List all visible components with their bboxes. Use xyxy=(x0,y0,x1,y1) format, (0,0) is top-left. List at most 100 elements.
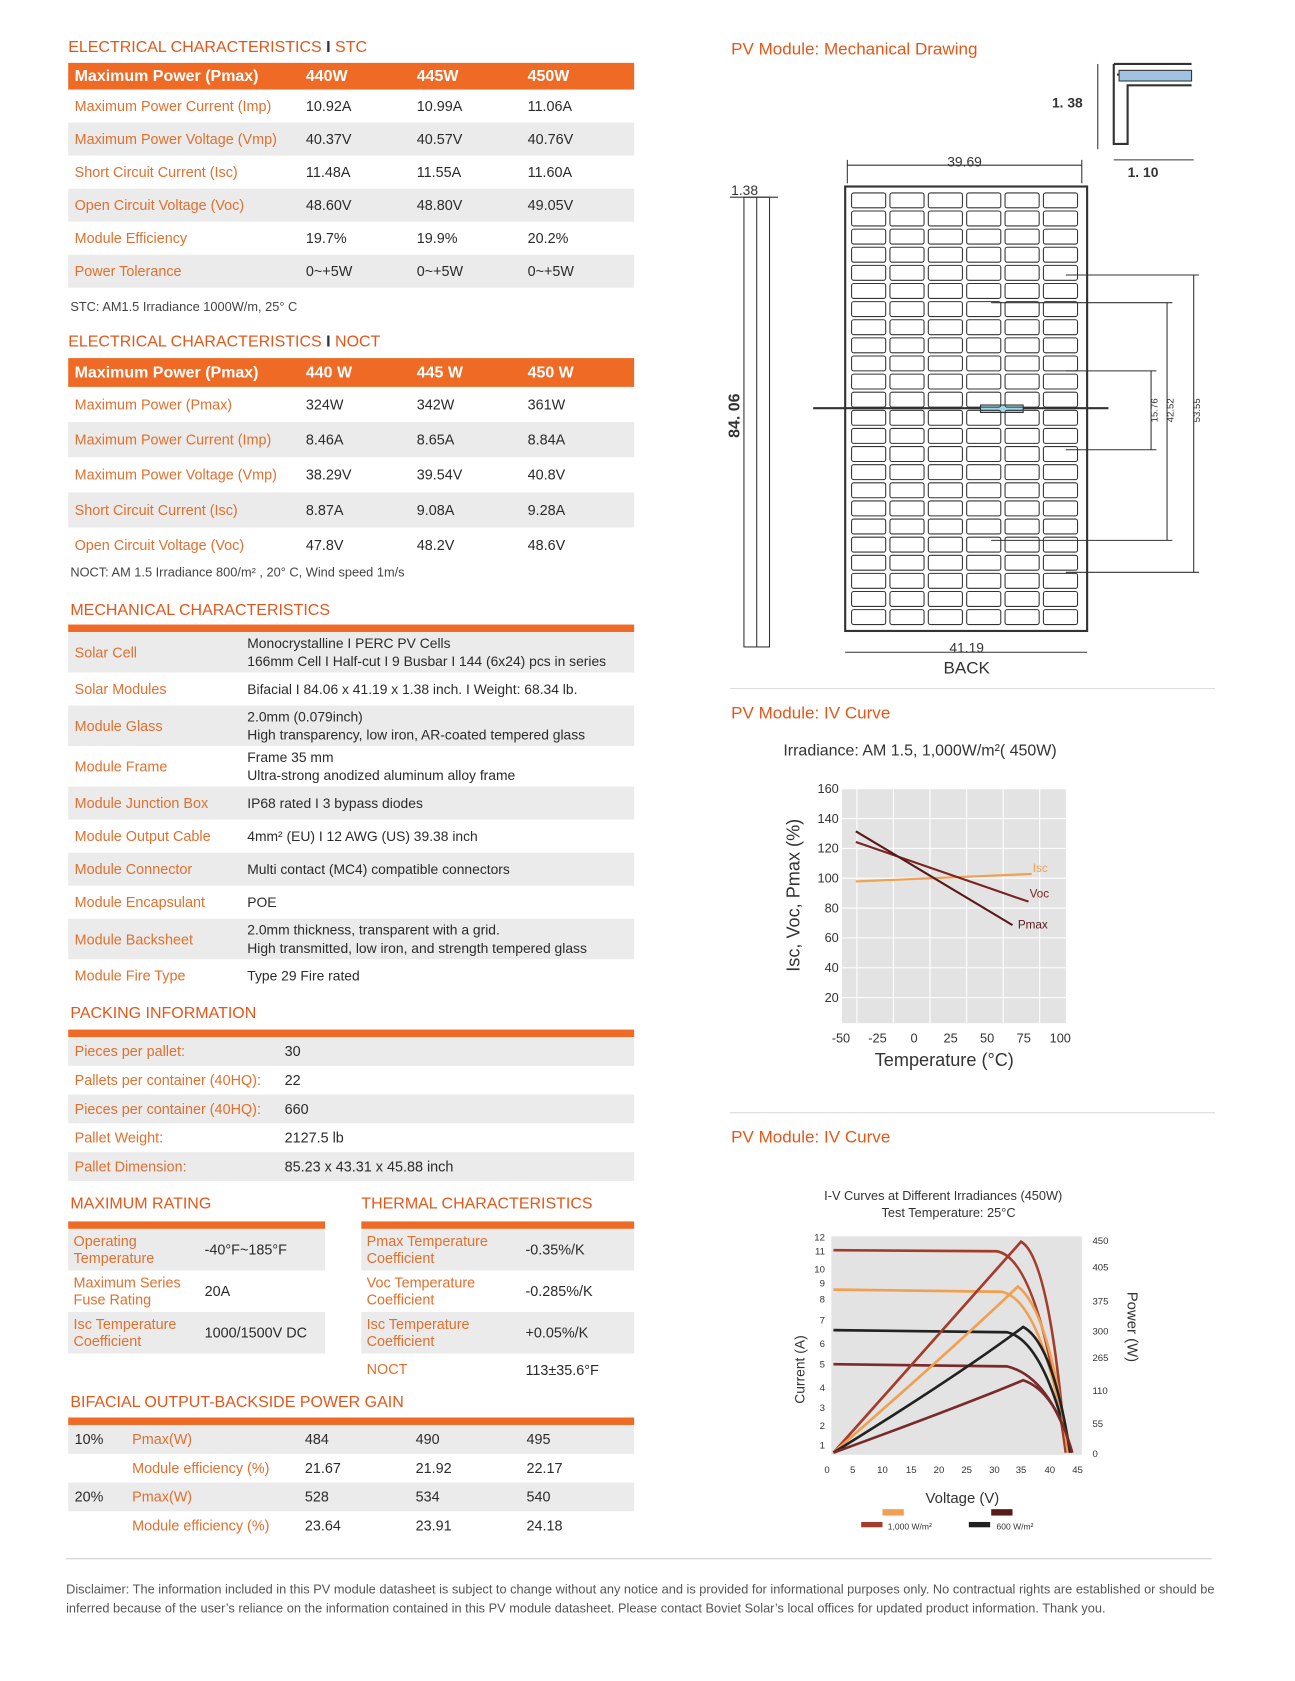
view-label: BACK xyxy=(943,659,990,678)
cell-line: Fuse Rating xyxy=(73,1291,152,1308)
cell xyxy=(1042,427,1079,444)
stc-table: Maximum Power (Pmax) 440W 445W 450W Maximum … xyxy=(68,62,635,288)
cell xyxy=(851,609,887,626)
dimension-label: 1. 38 xyxy=(1052,95,1083,111)
cell: Module Connector xyxy=(74,861,193,878)
cell xyxy=(889,282,925,299)
cell xyxy=(1042,609,1079,626)
cell: 19.7% xyxy=(305,230,347,247)
cell: 23.91 xyxy=(415,1517,452,1534)
cell xyxy=(927,446,963,463)
cell-line: High transparency, low iron, AR-coated t… xyxy=(247,726,586,743)
accent-bar xyxy=(68,1029,635,1038)
cell: Module efficiency (%) xyxy=(132,1517,270,1534)
cell: 47.8V xyxy=(305,537,344,554)
cell xyxy=(889,536,925,553)
cell-line: Type 29 Fire rated xyxy=(247,967,360,984)
cell xyxy=(1042,264,1079,281)
cell-line: Pmax Temperature xyxy=(366,1232,488,1249)
table-row: Maximum Series Fuse Rating 20A xyxy=(68,1270,325,1312)
series-label: Pmax xyxy=(1018,918,1048,931)
x-tick-label: 15 xyxy=(906,1465,917,1476)
cell xyxy=(851,590,887,607)
cell-line: Frame 35 mm xyxy=(247,749,334,766)
y2-tick-label: 55 xyxy=(1092,1419,1103,1430)
cell xyxy=(889,482,925,499)
cell: 20% xyxy=(74,1488,104,1505)
table-row: Solar Modules Bifacial I 84.06 x 41.19 x … xyxy=(68,673,634,706)
cell: 0~+5W xyxy=(527,263,574,280)
table-row: Module Backsheet 2.0mm thickness, transpa… xyxy=(68,918,635,960)
x-tick-label: 0 xyxy=(910,1030,917,1045)
x-tick-label: 45 xyxy=(1072,1465,1083,1476)
cell xyxy=(1042,373,1079,390)
cell xyxy=(1004,282,1040,299)
cell xyxy=(927,391,963,408)
cell: IP68 rated I 3 bypass diodes xyxy=(247,794,423,812)
cell xyxy=(1042,590,1079,607)
cell xyxy=(966,355,1002,372)
cell xyxy=(1042,446,1079,463)
heading-text: ELECTRICAL CHARACTERISTICS xyxy=(68,38,322,57)
cell xyxy=(927,246,963,263)
legend-swatch xyxy=(991,1509,1013,1516)
cell: Module Backsheet xyxy=(74,930,193,947)
junction-box xyxy=(980,404,1024,413)
cell xyxy=(889,192,925,209)
y-tick-label: 160 xyxy=(817,781,838,796)
cell xyxy=(1004,301,1040,318)
cell xyxy=(1004,246,1040,263)
table-row: Pallets per container (40HQ): 22 xyxy=(68,1066,634,1095)
y-tick-label: 7 xyxy=(820,1316,825,1327)
cell: Maximum Power Current (Imp) xyxy=(74,98,272,115)
x-tick-label: 75 xyxy=(1017,1030,1031,1045)
x-tick-label: -50 xyxy=(832,1030,850,1045)
cell: 528 xyxy=(304,1488,329,1505)
cell: 660 xyxy=(284,1100,309,1117)
cell xyxy=(1042,500,1079,517)
section-title: PV Module: IV Curve xyxy=(731,703,890,722)
cell xyxy=(1042,572,1079,589)
table-row: Open Circuit Voltage (Voc) 48.60V 48.80V 49… xyxy=(68,188,635,222)
cell: -0.35%/K xyxy=(525,1241,585,1258)
cell: Pallet Dimension: xyxy=(74,1158,187,1175)
table-row: Isc Temperature Coefficient 1000/1500V DC xyxy=(68,1311,326,1354)
section-title: PV Module: Mechanical Drawing xyxy=(731,39,977,58)
cell: Monocrystalline I PERC PV Cells 166mm Cel… xyxy=(247,634,606,670)
cell xyxy=(851,246,887,263)
y2-tick-label: 0 xyxy=(1092,1449,1097,1460)
cell xyxy=(851,355,887,372)
cell xyxy=(1004,391,1040,408)
cell xyxy=(966,391,1002,408)
cell: 30 xyxy=(284,1043,301,1060)
cell xyxy=(966,409,1002,426)
cell: Short Circuit Current (Isc) xyxy=(74,164,238,181)
table-row: Pallet Dimension: 85.23 x 43.31 x 45.88 i… xyxy=(68,1152,635,1181)
cell-line: Maximum Series xyxy=(73,1274,181,1291)
table-row: Pallet Weight: 2127.5 lb xyxy=(68,1123,634,1152)
heading: MAXIMUM RATING xyxy=(70,1194,212,1213)
table-row: Pmax Temperature Coefficient -0.35%/K xyxy=(361,1228,635,1271)
cell: Multi contact (MC4) compatible connector… xyxy=(247,860,510,878)
table-row: Module Efficiency 19.7% 19.9% 20.2% xyxy=(68,222,634,255)
plot-area xyxy=(841,788,1066,1024)
cell: 11.06A xyxy=(527,98,573,115)
cell xyxy=(927,500,963,517)
accent-bar xyxy=(361,1221,635,1229)
cell: 361W xyxy=(527,396,566,413)
cell: Maximum Power (Pmax) xyxy=(74,363,259,382)
legend-label: 600 W/m² xyxy=(997,1521,1034,1531)
dimension-label: 39.69 xyxy=(947,153,982,169)
cell: 20.2% xyxy=(527,230,569,247)
cell xyxy=(851,427,887,444)
table-row: Isc Temperature Coefficient +0.05%/K xyxy=(361,1311,635,1354)
heading: ELECTRICAL CHARACTERISTICS I NOCT xyxy=(68,333,380,351)
cell xyxy=(966,337,1002,354)
cell: 445 W xyxy=(416,363,463,382)
cell: 8.46A xyxy=(305,431,344,448)
cell: Solar Cell xyxy=(74,644,137,661)
cell xyxy=(966,464,1002,481)
x-tick-label: 20 xyxy=(934,1465,945,1476)
table-row: Maximum Power Current (Imp) 8.46A 8.65A 8.8… xyxy=(68,422,635,458)
